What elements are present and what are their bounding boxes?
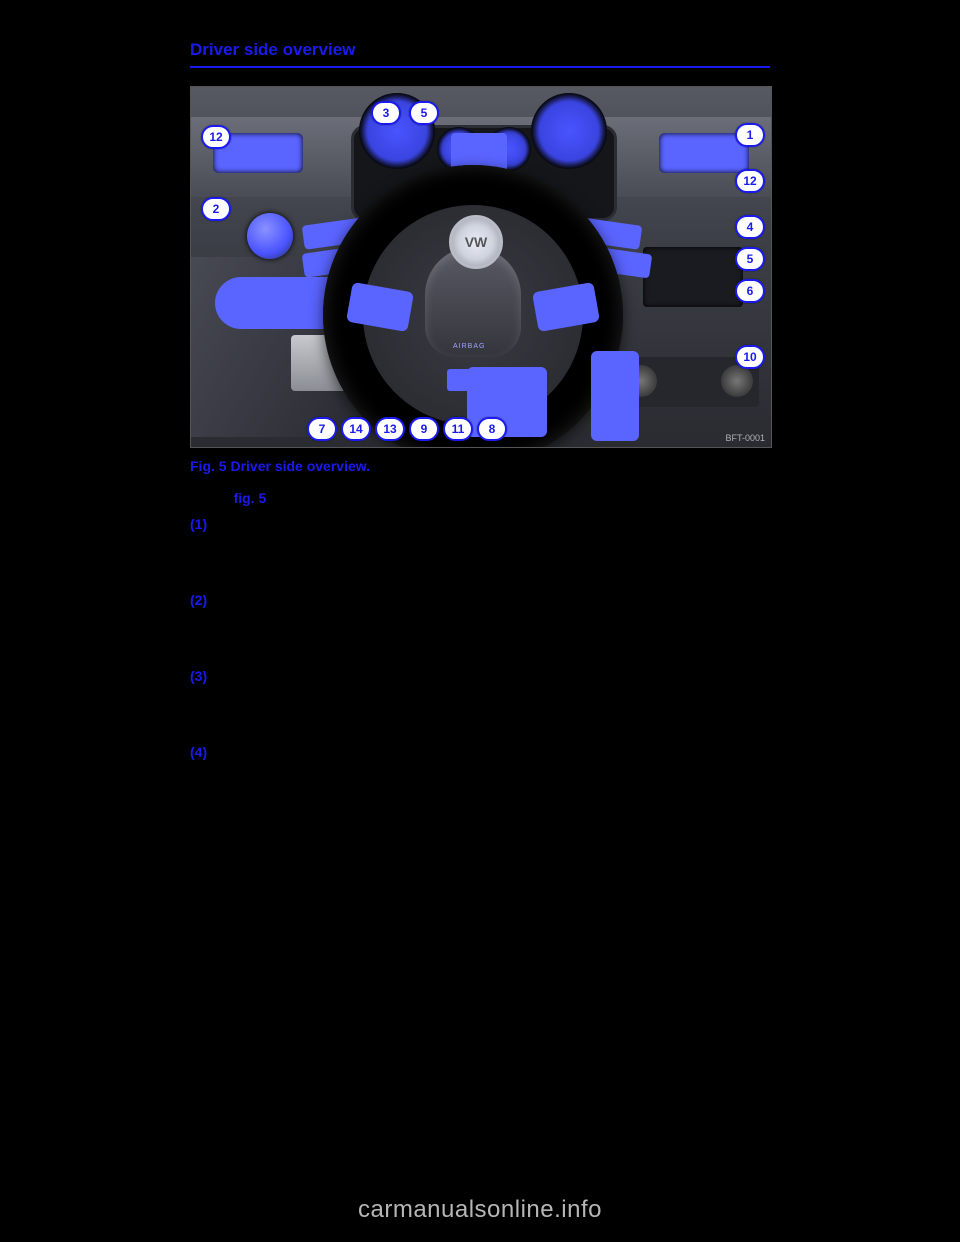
callout-14: 14: [341, 417, 371, 441]
callout-10: 10: [735, 345, 765, 369]
callout-12: 12: [735, 169, 765, 193]
key-item-sub: Turn signals: [250, 688, 770, 704]
figure-caption-prefix: Fig. 5: [190, 458, 227, 474]
accelerator-pedal: [591, 351, 639, 441]
key-item: (4)Windshield wiper and washer lever:: [190, 744, 770, 760]
key-intro: Key to fig. 5:: [190, 490, 770, 506]
figure-driver-side: VW AIRBAG BFT-0001 123511224561071413911…: [190, 86, 772, 448]
image-reference-code: BFT-0001: [725, 433, 765, 443]
callout-11: 11: [443, 417, 473, 441]
callout-3: 3: [371, 101, 401, 125]
key-item-sub: Windshield wipers: [250, 764, 770, 780]
callout-1: 1: [735, 123, 765, 147]
figure-wrap: VW AIRBAG BFT-0001 123511224561071413911…: [190, 86, 770, 474]
callout-5: 5: [409, 101, 439, 125]
radio-unit: [643, 247, 743, 307]
section-title: Driver side overview: [190, 40, 770, 60]
gauge-speedo: [531, 93, 607, 169]
key-item-number: (1): [190, 516, 226, 532]
headlight-knob: [247, 213, 293, 259]
key-item-sub: Off position: [250, 612, 770, 628]
figure-caption: Fig. 5 Driver side overview.: [190, 458, 770, 474]
key-item-sub: Fog lights: [250, 648, 770, 664]
callout-4: 4: [735, 215, 765, 239]
figure-caption-text: Driver side overview.: [230, 458, 370, 474]
key-item-desc: Windshield wiper and washer lever:: [226, 744, 446, 760]
key-item-list: (1)Instrument cluster: Instruments Indicat…: [190, 516, 770, 816]
page: Driver side overview: [0, 0, 960, 1242]
key-intro-link[interactable]: fig. 5: [234, 490, 267, 506]
callout-7: 7: [307, 417, 337, 441]
key-item: (1)Instrument cluster:: [190, 516, 770, 532]
key-item-sub: High beams: [250, 706, 770, 722]
callout-6: 6: [735, 279, 765, 303]
callout-13: 13: [375, 417, 405, 441]
key-item-sub: Rear window wiper: [250, 782, 770, 798]
key-item-desc: Instrument cluster:: [226, 516, 341, 532]
callout-9: 9: [409, 417, 439, 441]
airbag-label: AIRBAG: [453, 343, 485, 350]
callout-8: 8: [477, 417, 507, 441]
callout-2: 2: [201, 197, 231, 221]
key-intro-prefix: Key to: [190, 490, 234, 506]
key-item-sub: Instruments: [250, 536, 770, 552]
key-item-sub: Low beams: [250, 630, 770, 646]
key-item-sub: Multi-function display: [250, 800, 770, 816]
key-item-number: (2): [190, 592, 226, 608]
callout-5: 5: [735, 247, 765, 271]
section-rule: [190, 66, 770, 68]
key-item-sub: Indicator and warning lights: [250, 554, 770, 570]
key-item-number: (3): [190, 668, 226, 684]
key-item: (3)Turn signal and high beam lever:: [190, 668, 770, 684]
key-item-desc: Headlight switch:: [226, 592, 332, 608]
key-item-desc: Turn signal and high beam lever:: [226, 668, 429, 684]
footer-watermark: carmanualsonline.info: [0, 1196, 960, 1224]
content-area: Driver side overview: [0, 0, 960, 816]
key-item: (2)Headlight switch:: [190, 592, 770, 608]
key-item-sub: Parking lights: [250, 724, 770, 740]
key-item-number: (4): [190, 744, 226, 760]
callout-12: 12: [201, 125, 231, 149]
key-intro-suffix: :: [266, 490, 270, 506]
vw-badge: VW: [449, 215, 503, 269]
climate-knob-right: [721, 365, 753, 397]
key-item-sub: Display: [250, 572, 770, 588]
